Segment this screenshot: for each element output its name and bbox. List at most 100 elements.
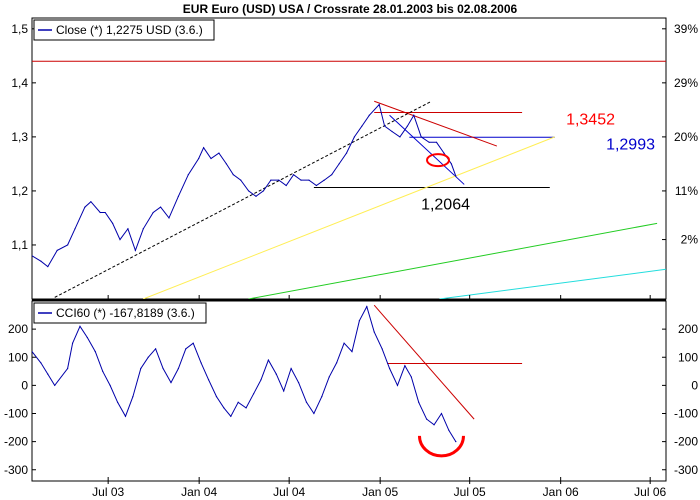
cci-data-point [67, 367, 69, 370]
cci-ytick-label-right: -100 [674, 407, 698, 421]
price-pct-tick-label: 29% [674, 76, 698, 90]
price-data-point [315, 184, 317, 187]
cci-data-point [297, 381, 300, 384]
cci-ytick-label-right: 200 [678, 322, 698, 336]
cci-data-point [455, 441, 457, 443]
cci-ytick-label-right: -200 [674, 435, 698, 449]
cci-data-point [267, 359, 269, 361]
price-data-point [293, 174, 295, 176]
price-data-point [47, 265, 49, 268]
cci-data-point [86, 336, 88, 339]
cci-series-line [32, 305, 457, 442]
cci-data-point [410, 376, 412, 378]
cci-data-point [305, 401, 308, 403]
x-tick-label: Jul 04 [273, 485, 305, 499]
cci-ytick-label: -100 [4, 407, 28, 421]
x-tick-label: Jul 06 [634, 485, 666, 499]
cci-data-point [404, 365, 406, 367]
cci-data-point [433, 424, 435, 426]
cci-data-point [132, 396, 134, 398]
price-data-point [240, 179, 242, 181]
cci-highlight-arc [417, 435, 465, 458]
price-data-point [345, 152, 348, 154]
price-data-point [119, 238, 121, 241]
cci-legend-label: CCI60 (*) -167,8189 (3.6.) [56, 306, 195, 320]
cci-data-point [207, 379, 210, 381]
cci-data-point [448, 429, 450, 431]
cci-data-point [373, 331, 375, 333]
price-series-line [32, 103, 457, 268]
cci-data-point [109, 384, 111, 386]
cci-data-point [124, 415, 127, 417]
cci-data-point [328, 376, 330, 378]
price-data-point [152, 211, 154, 214]
cci-data-point [215, 396, 218, 398]
cci-data-point [336, 362, 338, 364]
price-data-point [443, 152, 445, 154]
price-data-point [384, 125, 386, 127]
price-pct-tick-label: 20% [674, 130, 698, 144]
cci-data-point [140, 367, 142, 370]
cci-data-point [283, 390, 285, 392]
price-price-annotation: 1,2064 [421, 196, 470, 213]
price-data-point [368, 114, 370, 116]
price-data-point [74, 228, 76, 230]
cci-data-point [47, 373, 49, 375]
price-data-point [187, 174, 189, 176]
cci-plot-area [32, 304, 523, 443]
x-tick-label: Jan 04 [181, 485, 217, 499]
cci-ytick-label: 100 [8, 350, 28, 364]
price-data-point [90, 201, 92, 203]
price-data-point [331, 174, 333, 176]
price-data-point [225, 163, 227, 165]
cci-data-point [245, 407, 247, 409]
price-data-point [210, 157, 212, 160]
price-data-point [255, 195, 257, 197]
cci-data-point [147, 356, 149, 358]
indicator-panel: 200 200 100 100 0 0 -100 -100 -200 -200 -300 -300 [4, 304, 698, 477]
price-data-point [455, 175, 457, 177]
price-pct-tick-label: 39% [674, 22, 698, 36]
cci-data-point [116, 401, 119, 403]
cci-data-point [426, 418, 428, 420]
cci-data-point [260, 379, 262, 381]
cci-data-point [275, 373, 277, 375]
cci-ytick-label-right: 100 [678, 350, 698, 364]
cci-data-point [79, 325, 81, 327]
cci-data-point [358, 320, 360, 322]
price-legend-box [33, 19, 215, 41]
x-tick-label: Jul 03 [92, 485, 124, 499]
price-data-point [112, 222, 114, 224]
chart-title: EUR Euro (USD) USA / Crossrate 28.01.200… [183, 2, 518, 16]
cci-data-point [230, 415, 232, 417]
price-data-point [399, 136, 401, 138]
price-highlight-ellipse [426, 153, 451, 168]
cci-data-point [321, 396, 323, 398]
price-ytick-label: 1,3 [11, 130, 28, 144]
price-data-point [218, 152, 220, 154]
price-data-point [428, 141, 430, 143]
cci-data-point [252, 393, 255, 395]
price-data-point [270, 179, 272, 181]
price-ytick-label: 1,1 [11, 238, 28, 252]
price-data-point [262, 190, 265, 192]
cci-legend: CCI60 (*) -167,8189 (3.6.) [33, 302, 207, 324]
price-data-point [168, 217, 170, 219]
price-trend-line [389, 114, 465, 185]
cci-data-point [162, 367, 164, 370]
price-ytick-label: 1,4 [11, 76, 28, 90]
price-data-point [99, 211, 101, 214]
cci-data-point [290, 367, 292, 370]
x-tick-label: Jan 05 [362, 485, 398, 499]
price-trend-line [143, 136, 555, 299]
cci-data-point [170, 381, 172, 384]
price-plot-area [32, 60, 666, 299]
cci-data-point [54, 384, 56, 386]
cci-trend-line [373, 304, 475, 420]
cci-data-point [40, 362, 42, 364]
cci-data-point [440, 412, 443, 415]
cci-data-point [177, 367, 179, 370]
indicator-panel-frame [31, 300, 667, 482]
price-data-point [391, 130, 393, 133]
